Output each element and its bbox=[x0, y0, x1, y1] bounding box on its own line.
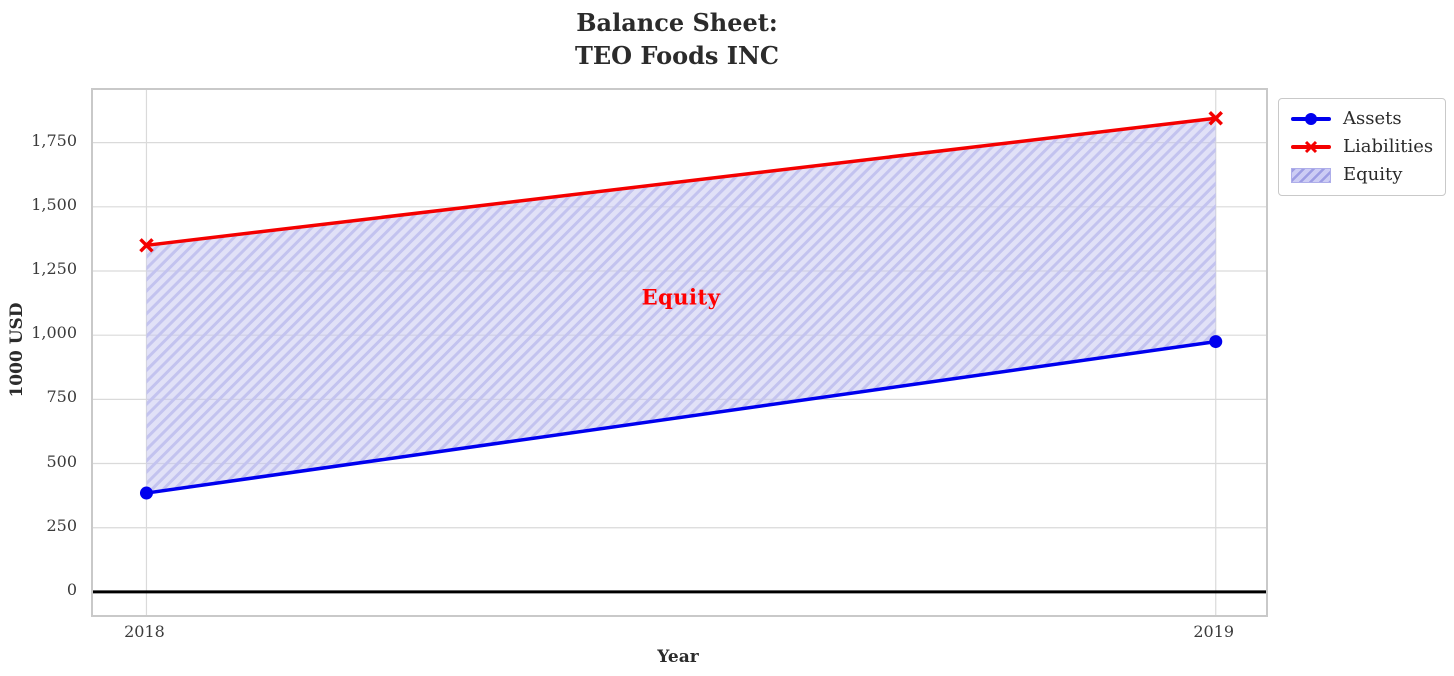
liabilities-line bbox=[146, 116, 1216, 248]
assets-line-icon bbox=[1291, 110, 1331, 128]
liabilities-marker bbox=[1208, 111, 1223, 126]
legend-item-liabilities: Liabilities bbox=[1291, 136, 1433, 158]
legend-label-liabilities: Liabilities bbox=[1343, 136, 1434, 157]
assets-line bbox=[146, 339, 1216, 495]
equity-hatch-icon bbox=[1291, 168, 1331, 183]
y-tick-label: 250 bbox=[46, 515, 77, 535]
x-axis-label: Year bbox=[657, 647, 699, 667]
chart-title-line1: Balance Sheet: bbox=[576, 8, 778, 37]
x-tick-label: 2018 bbox=[124, 622, 165, 641]
equity-area-hatch bbox=[146, 118, 1216, 494]
chart-title-line2: TEO Foods INC bbox=[574, 41, 780, 70]
legend-item-equity: Equity bbox=[1291, 164, 1433, 186]
y-tick-label: 0 bbox=[66, 579, 77, 599]
legend-label-equity: Equity bbox=[1343, 164, 1403, 185]
y-tick-label: 500 bbox=[46, 451, 77, 471]
legend-item-assets: Assets bbox=[1291, 108, 1433, 130]
y-tick-label: 1,500 bbox=[31, 194, 77, 214]
legend-label-assets: Assets bbox=[1343, 108, 1402, 129]
y-tick-label: 750 bbox=[46, 387, 77, 407]
y-tick-label: 1,000 bbox=[31, 323, 77, 343]
equity-area-label: Equity bbox=[641, 284, 721, 310]
y-axis-label: 1000 USD bbox=[7, 302, 27, 398]
assets-marker bbox=[139, 486, 153, 500]
chart-title: Balance Sheet: TEO Foods INC bbox=[575, 6, 779, 72]
plot-svg bbox=[93, 90, 1266, 615]
legend: Assets Liabilities Equity bbox=[1278, 98, 1446, 196]
y-tick-label: 1,750 bbox=[31, 130, 77, 150]
liabilities-marker bbox=[139, 238, 154, 253]
liabilities-line-icon bbox=[1291, 138, 1331, 156]
x-tick-label: 2019 bbox=[1193, 622, 1235, 641]
assets-marker bbox=[1209, 335, 1223, 349]
plot-area: Equity bbox=[91, 88, 1268, 617]
y-tick-label: 1,250 bbox=[31, 258, 77, 278]
